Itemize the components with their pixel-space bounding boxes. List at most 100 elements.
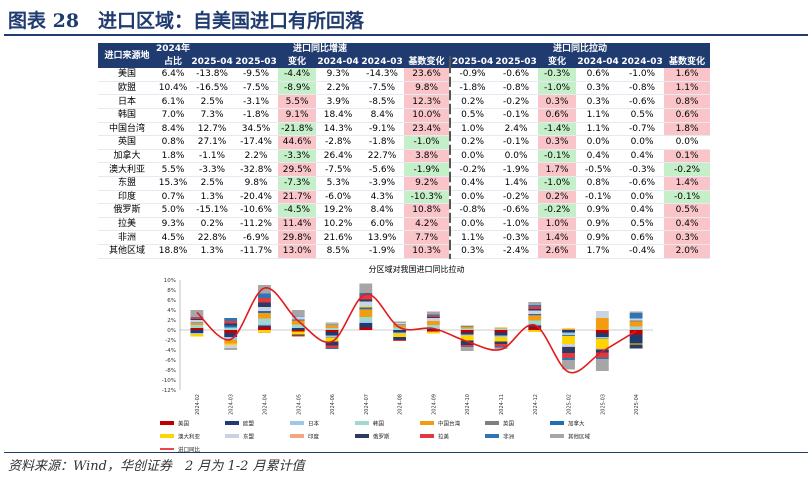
bar-segment (190, 334, 204, 337)
bar-segment (494, 332, 508, 336)
row-label: 非洲 (117, 232, 136, 243)
bar-segment (224, 348, 238, 350)
x-tick-label: 2025-04 (634, 394, 640, 415)
table-cell: -0.2% (449, 162, 495, 177)
table-cell: 3.9% (326, 96, 350, 107)
bar-segment (258, 311, 271, 313)
bar-segment (528, 325, 542, 327)
bar-segment (291, 330, 305, 332)
table-cell: 13.0% (278, 244, 317, 258)
table-cell: -4.4% (278, 68, 317, 82)
table-cell: -1.0% (503, 219, 530, 230)
bar-segment (224, 337, 238, 340)
table-row: 拉美 9.3% 0.2% -11.2% 11.4% 10.2% 6.0% 4.2% 0.0% -1… (98, 217, 711, 231)
bar-segment (224, 333, 238, 337)
table-cell: -1.0% (404, 135, 451, 150)
y-tick-label: 2% (167, 318, 176, 324)
table-cell: 0.8% (161, 137, 185, 148)
bar-segment (562, 346, 575, 347)
x-tick-label: 2024-06 (330, 394, 336, 415)
table-cell: 0.8% (664, 94, 711, 109)
bar-segment (258, 327, 271, 330)
bar-segment (359, 309, 373, 310)
bar-segment (629, 344, 643, 349)
bar-segment (291, 320, 305, 325)
legend-swatch (420, 421, 434, 425)
table-cell: -0.8% (449, 203, 495, 218)
legend-label: 拉美 (438, 433, 450, 441)
header-source: 进口来源地 (98, 43, 156, 69)
header-sub-5: 2024-03 (360, 55, 405, 69)
legend-swatch (550, 434, 564, 438)
table-cell: -1.9% (404, 162, 451, 177)
bar-segment (528, 315, 542, 316)
legend-label: 欧盟 (243, 420, 255, 428)
table-cell: -0.1% (503, 137, 530, 148)
bar-segment (494, 330, 508, 333)
table-cell: -8.9% (278, 81, 317, 95)
bar-segment (494, 335, 508, 337)
table-row: 中国台湾 8.4% 12.7% 34.5% -21.8% 14.3% -9.1% 23.4% 1… (98, 122, 711, 136)
bar-segment (190, 323, 204, 325)
bar-segment (393, 330, 407, 333)
bar-segment (258, 318, 271, 324)
table-cell: -0.7% (629, 123, 656, 134)
table-cell: 1.4% (504, 178, 528, 189)
x-tick-label: 2024-12 (533, 394, 539, 415)
table-cell: 1.7% (586, 246, 610, 257)
bar-segment (291, 310, 305, 316)
bar-segment (595, 311, 609, 318)
table-cell: 0.6% (664, 108, 711, 123)
table-cell: -7.3% (278, 176, 317, 191)
table-cell: 8.4% (370, 205, 394, 216)
y-tick-label: 0% (167, 328, 176, 334)
table-cell: 0.1% (664, 149, 711, 163)
bar-segment (325, 324, 339, 325)
bar-segment (258, 285, 271, 294)
table-row: 其他区域 18.8% 1.3% -11.7% 13.0% 8.5% -1.9% 10.3% 0.… (98, 244, 711, 258)
bar-segment (393, 340, 407, 341)
bar-segment (325, 322, 339, 324)
bar-segment (460, 335, 474, 341)
table-cell: -0.3% (503, 232, 530, 243)
legend-label: 澳大利亚 (178, 433, 201, 441)
x-tick-label: 2024-02 (195, 394, 201, 415)
table-cell: -1.9% (503, 164, 530, 175)
legend-label: 美国 (178, 420, 190, 428)
table-cell: 0.3% (586, 96, 610, 107)
table-cell: -4.5% (278, 203, 317, 218)
bar-segment (460, 326, 474, 329)
table-cell: -1.0% (538, 176, 577, 191)
table-cell: -1.8% (369, 137, 396, 148)
table-cell: 0.0% (630, 191, 654, 202)
bar-segment (629, 334, 643, 344)
table-cell: 19.2% (323, 205, 353, 216)
bar-segment (224, 345, 238, 348)
row-label: 中国台湾 (108, 123, 145, 134)
table-cell: 6.4% (161, 69, 185, 80)
bar-segment (291, 316, 305, 320)
table-cell: 1.3% (200, 246, 224, 257)
table-cell: -7.5% (243, 83, 270, 94)
table-cell: 4.2% (404, 217, 451, 231)
bar-segment (325, 348, 339, 349)
bar-segment (224, 340, 238, 344)
table-cell: -20.4% (240, 191, 272, 202)
table-cell: 10.0% (404, 108, 451, 123)
title-underline (4, 34, 808, 36)
x-tick-label: 2024-08 (398, 394, 404, 415)
bar-segment (460, 325, 474, 326)
bar-segment (460, 346, 474, 347)
bar-segment (629, 318, 643, 321)
bar-segment (359, 323, 373, 328)
table-cell: -0.2% (503, 96, 530, 107)
table-cell: 23.6% (404, 68, 451, 82)
bar-segment (359, 317, 373, 322)
table-cell: -0.6% (629, 96, 656, 107)
bar-segment (595, 337, 609, 338)
bar-segment (528, 310, 542, 314)
bar-segment (359, 295, 373, 300)
bar-segment (258, 298, 271, 303)
header-sub-10: 2024-04 (576, 55, 621, 69)
table-row: 欧盟 10.4% -16.5% -7.5% -8.9% 2.2% -7.5% 9.8% -1.8… (98, 81, 711, 95)
